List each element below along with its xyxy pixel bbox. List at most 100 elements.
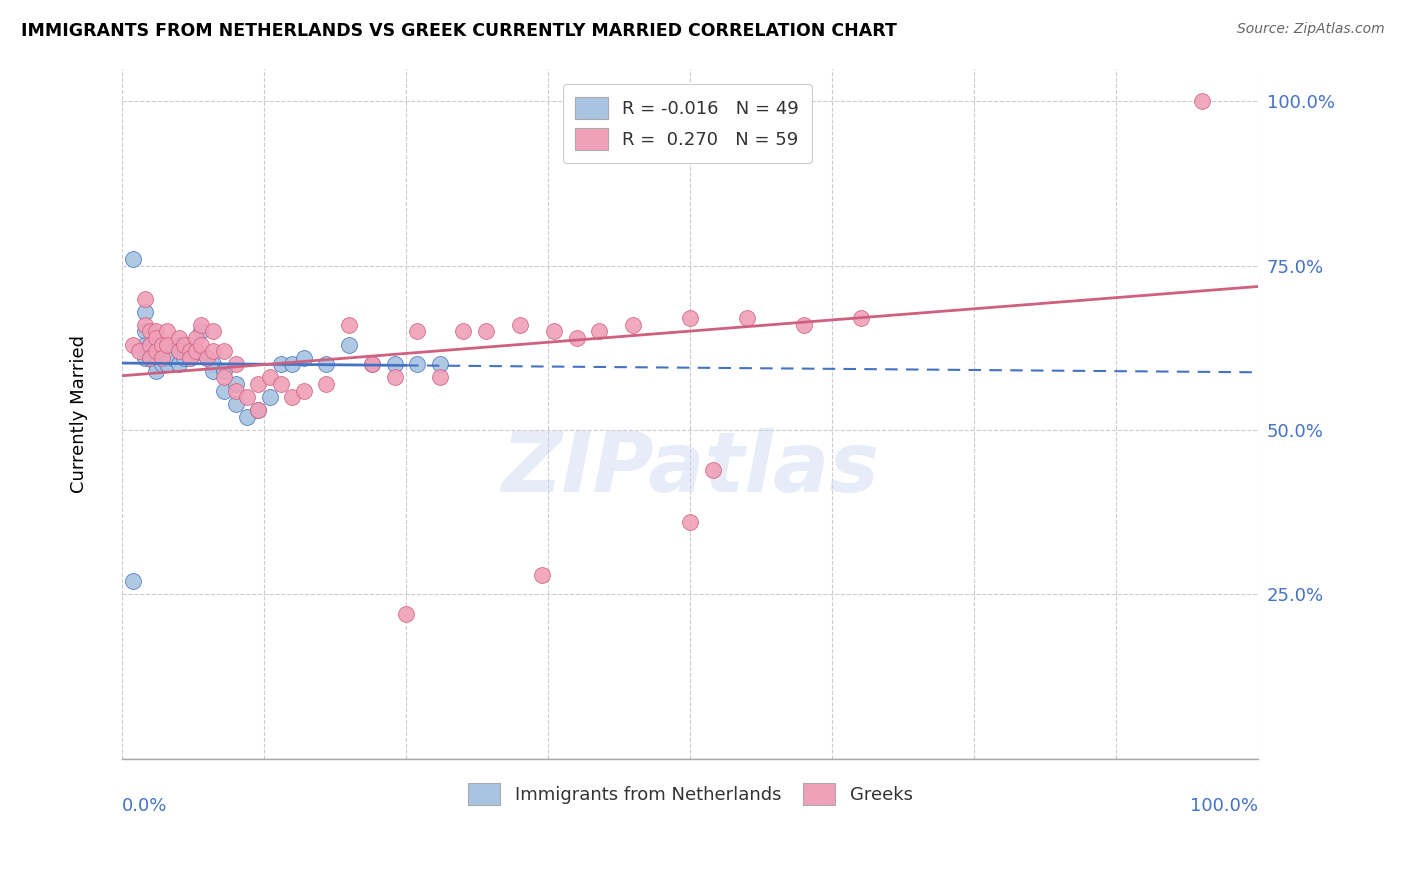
Point: [247, 377, 270, 392]
Point: [212, 370, 235, 384]
Text: ZIPatlas: ZIPatlas: [502, 428, 879, 509]
Point: [201, 357, 224, 371]
Point: [167, 337, 190, 351]
Point: [150, 337, 173, 351]
Point: [173, 337, 195, 351]
Point: [225, 357, 247, 371]
Point: [270, 377, 292, 392]
Point: [179, 344, 201, 359]
Point: [201, 364, 224, 378]
Point: [384, 357, 406, 371]
Point: [184, 344, 207, 359]
Point: [156, 357, 179, 371]
Point: [429, 357, 451, 371]
Point: [167, 357, 190, 371]
Point: [145, 357, 167, 371]
Point: [195, 351, 218, 365]
Point: [190, 325, 212, 339]
Point: [179, 351, 201, 365]
Point: [292, 384, 315, 398]
Point: [190, 318, 212, 332]
Point: [167, 344, 190, 359]
Point: [849, 311, 872, 326]
Point: [179, 337, 201, 351]
Point: [145, 357, 167, 371]
Point: [281, 390, 304, 404]
Point: [122, 574, 145, 589]
Point: [337, 318, 360, 332]
Point: [201, 325, 224, 339]
Point: [315, 377, 337, 392]
Point: [156, 344, 179, 359]
Point: [247, 403, 270, 417]
Point: [679, 311, 702, 326]
Point: [139, 351, 162, 365]
Point: [156, 351, 179, 365]
Point: [150, 351, 173, 365]
Point: [134, 325, 156, 339]
Point: [679, 515, 702, 529]
Point: [134, 318, 156, 332]
Text: 100.0%: 100.0%: [1191, 797, 1258, 814]
Point: [145, 364, 167, 378]
Point: [702, 462, 724, 476]
Point: [270, 357, 292, 371]
Text: IMMIGRANTS FROM NETHERLANDS VS GREEK CURRENTLY MARRIED CORRELATION CHART: IMMIGRANTS FROM NETHERLANDS VS GREEK CUR…: [21, 22, 897, 40]
Point: [184, 331, 207, 345]
Point: [225, 384, 247, 398]
Legend: Immigrants from Netherlands, Greeks: Immigrants from Netherlands, Greeks: [460, 775, 920, 812]
Point: [139, 351, 162, 365]
Point: [139, 337, 162, 351]
Point: [406, 325, 429, 339]
Point: [145, 351, 167, 365]
Text: Currently Married: Currently Married: [70, 334, 87, 492]
Point: [195, 351, 218, 365]
Point: [565, 331, 588, 345]
Point: [139, 325, 162, 339]
Point: [451, 325, 474, 339]
Point: [134, 305, 156, 319]
Point: [588, 325, 610, 339]
Point: [145, 344, 167, 359]
Point: [225, 397, 247, 411]
Text: Source: ZipAtlas.com: Source: ZipAtlas.com: [1237, 22, 1385, 37]
Point: [145, 325, 167, 339]
Point: [384, 370, 406, 384]
Text: 0.0%: 0.0%: [122, 797, 167, 814]
Point: [281, 357, 304, 371]
Point: [134, 337, 156, 351]
Point: [173, 351, 195, 365]
Point: [292, 351, 315, 365]
Point: [167, 331, 190, 345]
Point: [259, 370, 281, 384]
Point: [162, 351, 184, 365]
Point: [543, 325, 565, 339]
Point: [139, 337, 162, 351]
Point: [247, 403, 270, 417]
Point: [156, 337, 179, 351]
Point: [509, 318, 531, 332]
Point: [150, 357, 173, 371]
Point: [621, 318, 644, 332]
Point: [162, 344, 184, 359]
Point: [236, 390, 259, 404]
Point: [190, 337, 212, 351]
Point: [184, 344, 207, 359]
Point: [122, 252, 145, 267]
Point: [474, 325, 496, 339]
Point: [212, 344, 235, 359]
Point: [150, 351, 173, 365]
Point: [122, 337, 145, 351]
Point: [128, 344, 150, 359]
Point: [395, 607, 418, 622]
Point: [429, 370, 451, 384]
Point: [337, 337, 360, 351]
Point: [145, 331, 167, 345]
Point: [156, 325, 179, 339]
Point: [134, 292, 156, 306]
Point: [139, 344, 162, 359]
Point: [225, 377, 247, 392]
Point: [531, 567, 554, 582]
Point: [212, 364, 235, 378]
Point: [361, 357, 384, 371]
